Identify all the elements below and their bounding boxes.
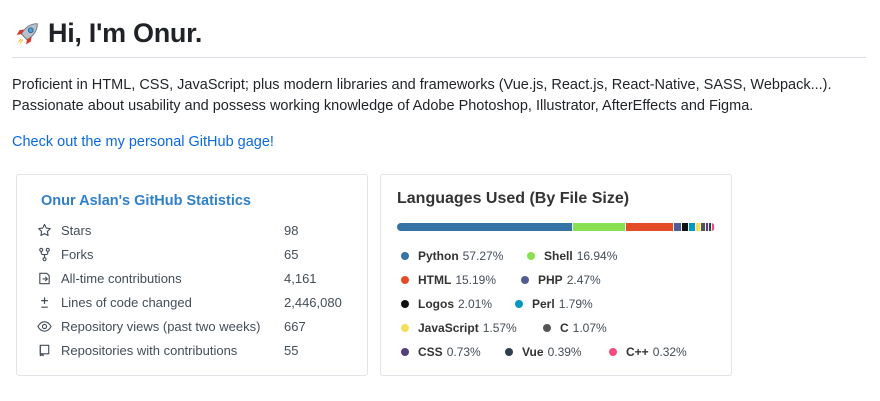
stat-label: Stars [61, 222, 92, 238]
lang-bar-segment-perl [689, 223, 695, 231]
github-stats-card: Onur Aslan's GitHub Statistics Stars 98 … [16, 174, 368, 376]
stat-value: 2,446,080 [284, 294, 342, 310]
lang-color-dot [401, 276, 409, 284]
stat-value: 4,161 [284, 270, 317, 286]
lang-item-perl: Perl 1.79% [515, 297, 593, 311]
lang-percent: 16.94% [576, 249, 618, 263]
lang-bar-segment-vue [709, 223, 711, 231]
intro-paragraph: Proficient in HTML, CSS, JavaScript; plu… [12, 75, 872, 117]
languages-progress-bar [397, 223, 715, 231]
lang-color-dot [609, 348, 617, 356]
intro-line-2: Passionate about usability and possess w… [12, 98, 754, 114]
lang-color-dot [505, 348, 513, 356]
lang-name: Shell [544, 249, 573, 263]
lang-name: Vue [522, 345, 544, 359]
lang-bar-segment-c- [712, 223, 714, 231]
lang-item-shell: Shell 16.94% [527, 249, 617, 263]
page-title: Hi, I'm Onur. [12, 18, 202, 49]
github-page-link[interactable]: Check out the my personal GitHub gage! [12, 134, 274, 150]
lang-item-javascript: JavaScript 1.57% [401, 321, 517, 335]
lang-percent: 0.32% [652, 345, 687, 359]
lang-color-dot [401, 324, 409, 332]
title-text: Hi, I'm Onur. [48, 18, 203, 48]
lang-item-logos: Logos 2.01% [401, 297, 492, 311]
lang-percent: 2.47% [566, 273, 601, 287]
lang-bar-segment-python [397, 223, 573, 231]
stat-row-lines-changed: Lines of code changed 2,446,080 [37, 293, 357, 311]
lang-color-dot [401, 252, 409, 260]
eye-icon [37, 320, 52, 332]
lang-percent: 15.19% [455, 273, 497, 287]
lang-bar-segment-css [705, 223, 708, 231]
stat-value: 98 [284, 222, 299, 238]
stat-value: 55 [284, 342, 299, 358]
lang-name: Python [418, 249, 459, 263]
lang-percent: 2.01% [458, 297, 493, 311]
lang-item-vue: Vue 0.39% [505, 345, 582, 359]
stat-label: Repositories with contributions [61, 342, 238, 358]
languages-card: Languages Used (By File Size) Python 57.2… [380, 174, 732, 376]
lang-name: HTML [418, 273, 452, 287]
lang-percent: 1.07% [572, 321, 607, 335]
languages-card-title: Languages Used (By File Size) [397, 190, 630, 207]
lang-percent: 1.79% [558, 297, 593, 311]
fork-icon [39, 247, 50, 261]
lang-percent: 0.73% [446, 345, 481, 359]
stat-row-repos: Repositories with contributions 55 [37, 341, 357, 359]
lang-color-dot [401, 348, 409, 356]
lang-bar-segment-php [673, 223, 682, 231]
lang-bar-segment-javascript [695, 223, 701, 231]
lang-color-dot [515, 300, 523, 308]
lang-bar-segment-logos [682, 223, 689, 231]
stat-value: 65 [284, 246, 299, 262]
stat-label: All-time contributions [61, 270, 182, 286]
lang-bar-segment-html [626, 223, 673, 231]
stat-row-views: Repository views (past two weeks) 667 [37, 317, 357, 335]
lang-percent: 0.39% [547, 345, 582, 359]
stat-row-stars: Stars 98 [37, 221, 357, 239]
lang-color-dot [521, 276, 529, 284]
lang-item-css: CSS 0.73% [401, 345, 481, 359]
lang-name: CSS [418, 345, 443, 359]
stats-card-title: Onur Aslan's GitHub Statistics [41, 193, 251, 209]
lang-bar-segment-shell [573, 223, 626, 231]
lang-item-c-: C++ 0.32% [609, 345, 687, 359]
repo-icon [39, 344, 50, 356]
lang-color-dot [543, 324, 551, 332]
lang-bar-segment-c [701, 223, 705, 231]
rocket-icon [16, 22, 38, 45]
lang-name: C [560, 321, 569, 335]
lang-color-dot [401, 300, 409, 308]
heading-divider [12, 57, 866, 58]
lang-percent: 1.57% [482, 321, 517, 335]
lang-item-c: C 1.07% [543, 321, 607, 335]
lang-name: Perl [532, 297, 555, 311]
stat-row-contributions: All-time contributions 4,161 [37, 269, 357, 287]
stat-label: Lines of code changed [61, 294, 192, 310]
lang-item-html: HTML 15.19% [401, 273, 496, 287]
stat-label: Repository views (past two weeks) [61, 318, 261, 334]
lang-percent: 57.27% [462, 249, 504, 263]
lang-name: JavaScript [418, 321, 479, 335]
stat-value: 667 [284, 318, 306, 334]
stat-row-forks: Forks 65 [37, 245, 357, 263]
lang-name: C++ [626, 345, 649, 359]
lang-item-python: Python 57.27% [401, 249, 503, 263]
intro-line-1: Proficient in HTML, CSS, JavaScript; plu… [12, 77, 832, 93]
star-icon [38, 223, 51, 236]
plus-minus-icon [41, 296, 48, 308]
lang-item-php: PHP 2.47% [521, 273, 601, 287]
lang-color-dot [527, 252, 535, 260]
lang-name: PHP [538, 273, 563, 287]
stat-label: Forks [61, 246, 94, 262]
contributions-icon [39, 272, 50, 284]
lang-name: Logos [418, 297, 454, 311]
